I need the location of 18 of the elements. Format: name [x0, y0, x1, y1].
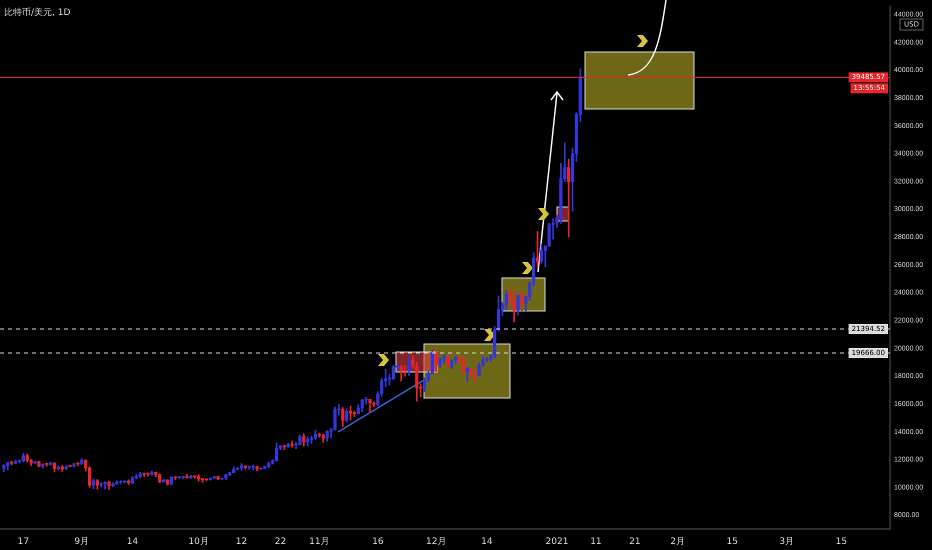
- x-tick-label: 2月: [670, 536, 686, 547]
- x-tick-label: 11: [590, 536, 602, 547]
- x-tick-label: 12月: [426, 536, 446, 547]
- x-tick-label: 15: [726, 536, 738, 547]
- x-tick-label: 11月: [309, 536, 330, 547]
- x-tick-label: 10月: [188, 536, 209, 547]
- chart-title: 比特币/美元, 1D: [4, 6, 70, 18]
- x-tick-label: 16: [372, 536, 384, 547]
- x-tick-label: 2021: [546, 536, 568, 547]
- x-tick-label: 15: [836, 536, 848, 547]
- x-tick-label: 14: [481, 536, 493, 547]
- x-tick-label: 14: [126, 536, 138, 547]
- x-tick-label: 22: [274, 536, 286, 547]
- x-tick-label: 17: [18, 536, 30, 547]
- x-tick-label: 9月: [74, 536, 90, 547]
- x-tick-label: 3月: [779, 536, 794, 547]
- x-tick-label: 21: [629, 536, 641, 547]
- x-tick-label: 12: [236, 536, 248, 547]
